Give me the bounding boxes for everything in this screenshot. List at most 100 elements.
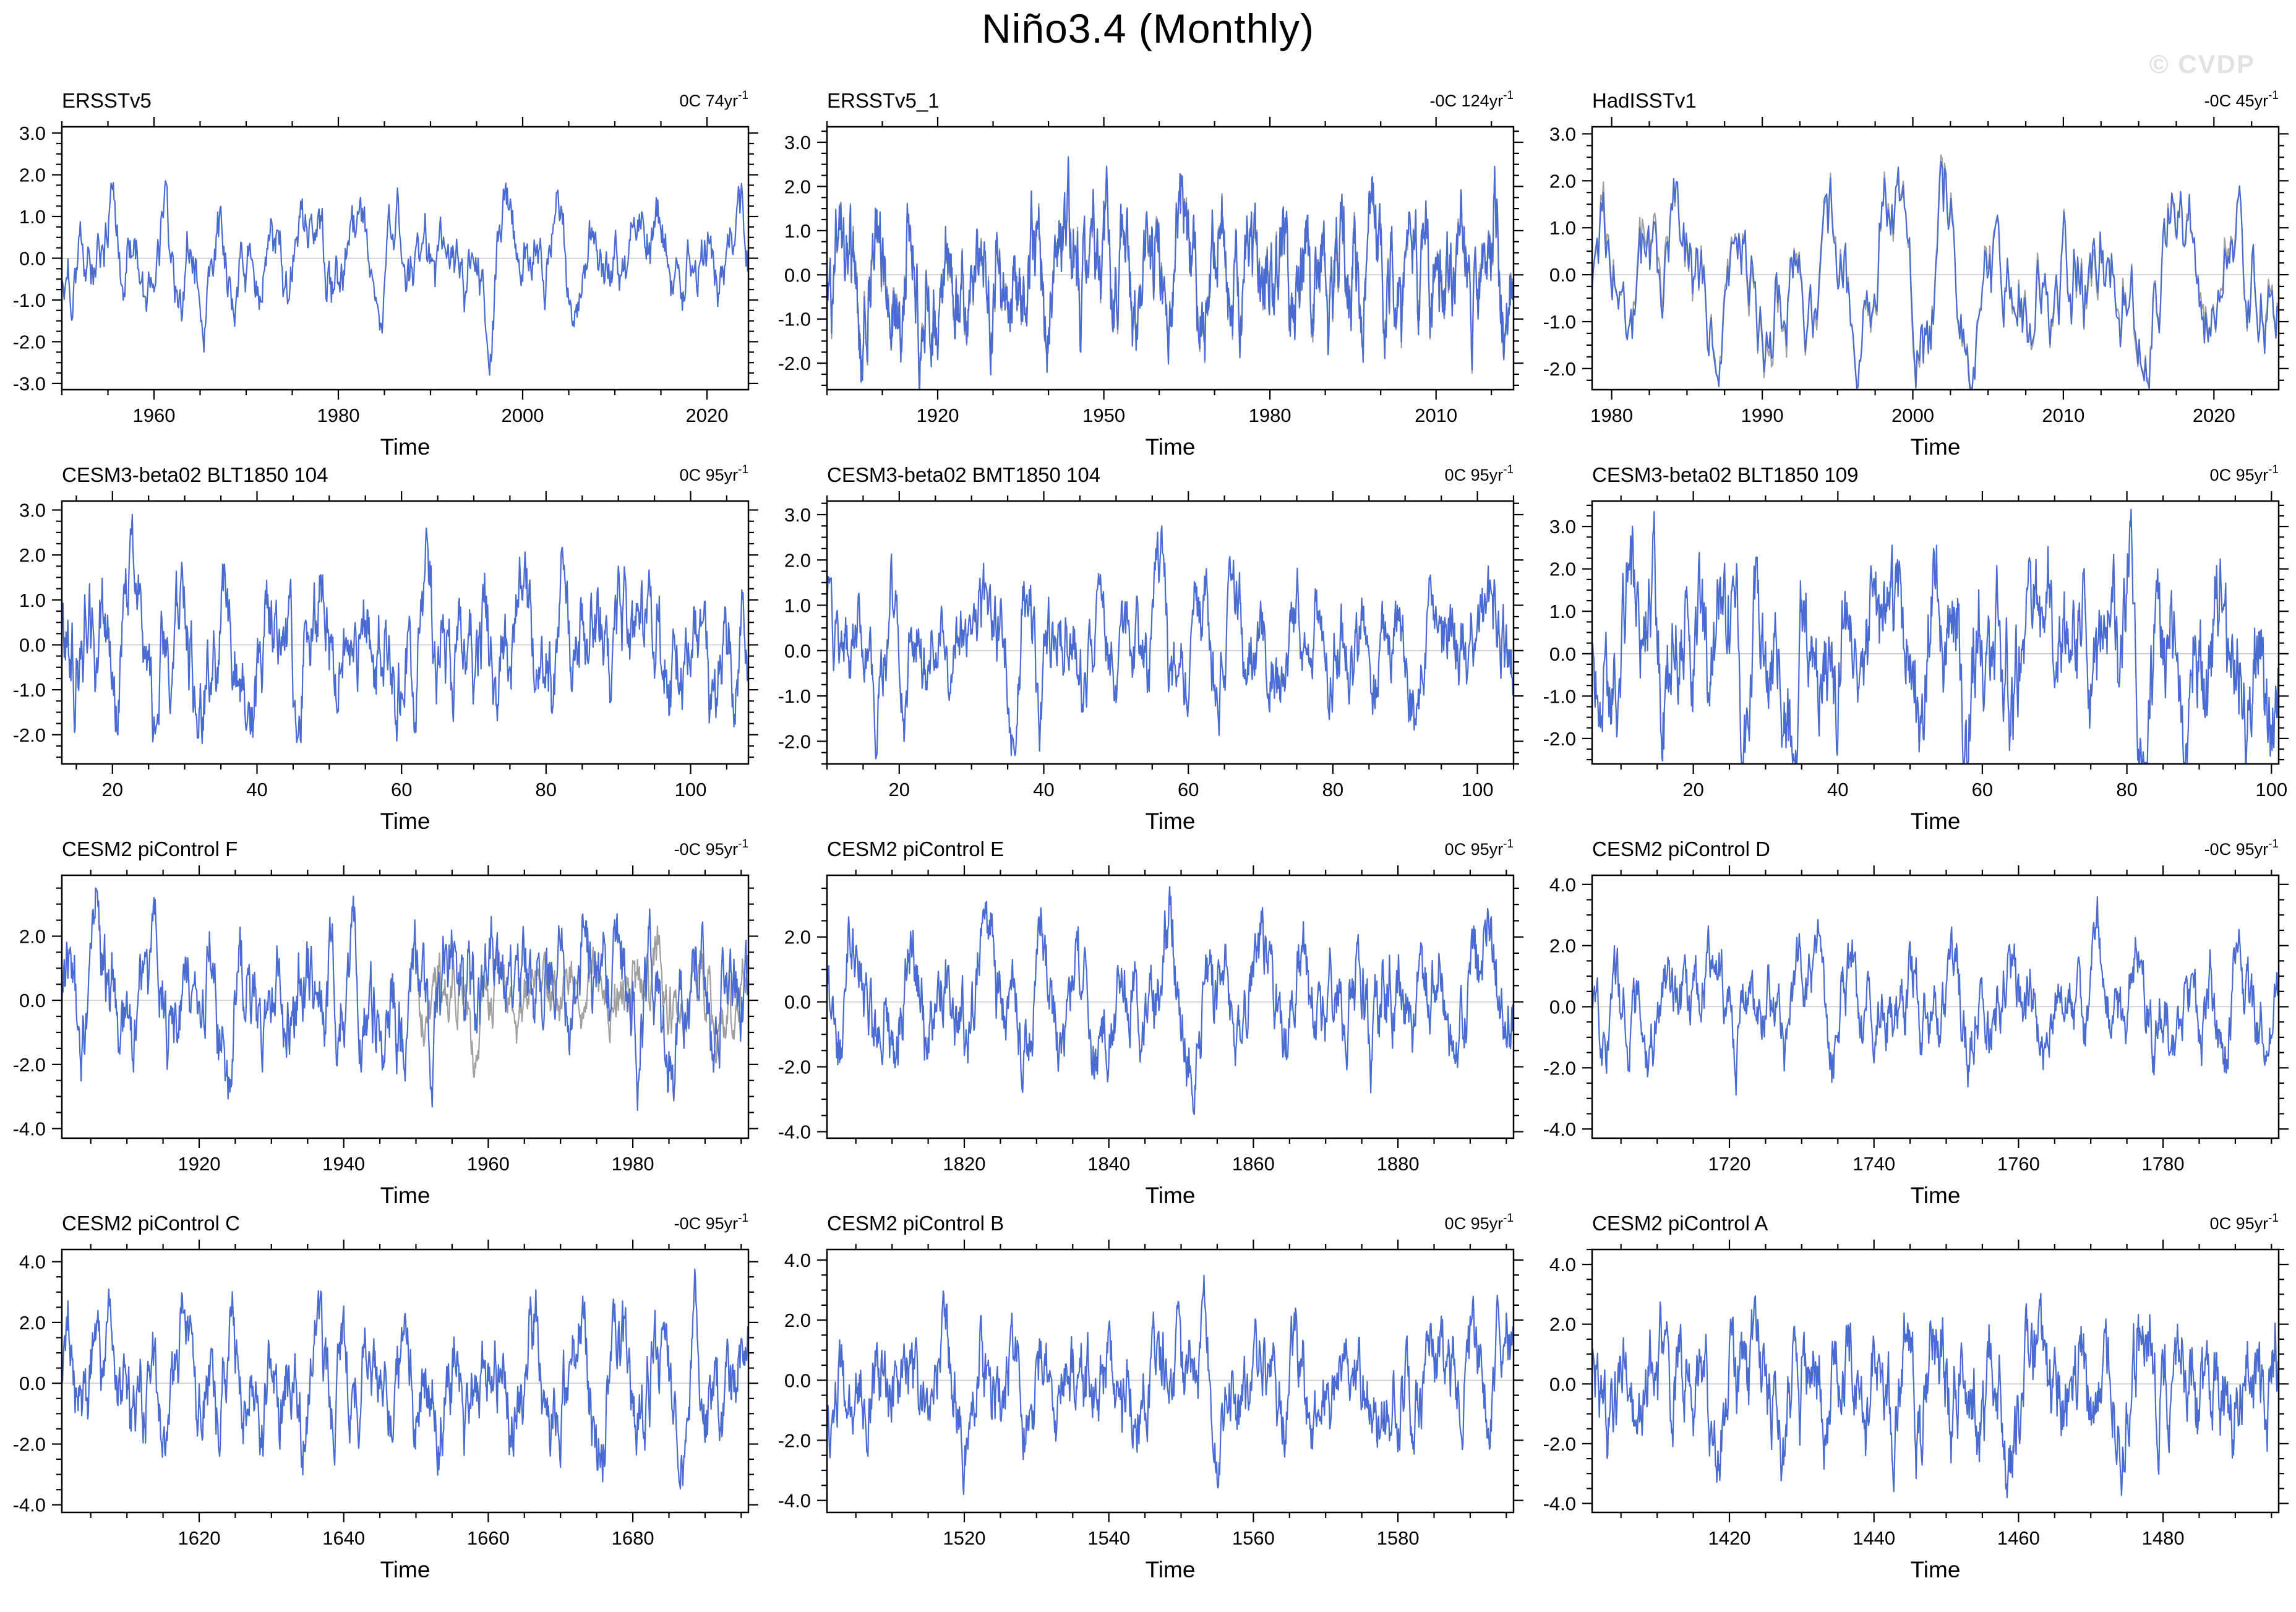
subplot-canvas-hadisstv1: HadISSTv1 -0C 45yr-1 1980 1990 2000 2010 2020 -… xyxy=(1543,89,2289,460)
subplot-hadisstv1: HadISSTv1 -0C 45yr-1 1980 1990 2000 2010 2020 -… xyxy=(1530,80,2295,460)
y-tick-label: 2.0 xyxy=(19,926,46,948)
plot-frame xyxy=(1591,126,2280,391)
x-tick-label: 1940 xyxy=(322,1153,365,1175)
y-tick-label: -2.0 xyxy=(778,1430,811,1451)
x-tick-label: 40 xyxy=(1033,779,1054,800)
subplot-title: CESM3-beta02 BMT1850 104 xyxy=(827,463,1100,486)
x-tick-label: 1960 xyxy=(467,1153,510,1175)
y-tick-label: -1.0 xyxy=(1543,311,1576,333)
subplot-cesm3-beta02-bmt1850-104: CESM3-beta02 BMT1850 104 0C 95yr-1 20 40 60 8… xyxy=(765,455,1530,834)
y-tick-label: 2.0 xyxy=(784,1310,811,1331)
x-axis-title: Time xyxy=(1911,1183,1961,1203)
y-tick-label: 4.0 xyxy=(1549,1254,1576,1275)
y-tick-label: -2.0 xyxy=(778,1057,811,1078)
y-tick-label: 0.0 xyxy=(784,992,811,1013)
x-tick-label: 1560 xyxy=(1232,1527,1275,1549)
x-tick-label: 1920 xyxy=(178,1153,221,1175)
subplot-cesm2-picontrol-d: CESM2 piControl D -0C 95yr-1 1720 1740 1760 1… xyxy=(1530,829,2295,1208)
y-tick-label: -2.0 xyxy=(13,1054,46,1076)
x-tick-label: 1520 xyxy=(943,1527,986,1549)
x-tick-label: 40 xyxy=(246,779,267,800)
x-tick-label: 1960 xyxy=(133,405,176,426)
x-tick-label: 80 xyxy=(2116,779,2137,800)
subplot-canvas-cesm2-picontrol-b: CESM2 piControl B 0C 95yr-1 1520 1540 1560 15… xyxy=(778,1212,1523,1582)
series-line-primary xyxy=(1591,896,2279,1096)
y-tick-label: -4.0 xyxy=(1543,1118,1576,1140)
y-tick-label: 4.0 xyxy=(19,1251,46,1273)
subplot-title: CESM2 piControl D xyxy=(1592,838,1770,860)
y-tick-label: 2.0 xyxy=(19,544,46,566)
y-tick-label: -4.0 xyxy=(778,1121,811,1143)
x-tick-label: 80 xyxy=(1322,779,1343,800)
y-tick-label: 2.0 xyxy=(19,1312,46,1334)
x-axis-title: Time xyxy=(1911,1557,1961,1577)
x-tick-label: 1420 xyxy=(1708,1527,1751,1549)
y-tick-label: 2.0 xyxy=(19,165,46,186)
x-tick-label: 60 xyxy=(391,779,412,800)
trend-annotation: 0C 95yr-1 xyxy=(680,463,748,484)
series-line-primary xyxy=(826,157,1514,389)
y-tick-label: -1.0 xyxy=(778,685,811,707)
series-line-primary xyxy=(826,886,1514,1115)
y-tick-label: 2.0 xyxy=(784,927,811,948)
y-tick-label: -1.0 xyxy=(13,679,46,701)
y-tick-label: 3.0 xyxy=(784,132,811,153)
y-tick-label: 4.0 xyxy=(1549,874,1576,896)
series-line-primary xyxy=(1591,508,2279,763)
x-axis-title: Time xyxy=(380,1183,430,1203)
x-tick-label: 1680 xyxy=(612,1527,654,1549)
y-tick-label: -2.0 xyxy=(13,1434,46,1456)
y-tick-label: -2.0 xyxy=(1543,358,1576,380)
y-tick-label: 2.0 xyxy=(1549,559,1576,580)
plot-frame xyxy=(61,874,750,1139)
y-tick-label: 2.0 xyxy=(784,549,811,571)
plot-frame xyxy=(826,874,1515,1139)
y-tick-label: -3.0 xyxy=(13,373,46,395)
plot-frame xyxy=(61,500,750,765)
series-line-primary xyxy=(1591,160,2278,389)
x-tick-label: 1820 xyxy=(943,1153,986,1175)
x-tick-label: 1980 xyxy=(1590,405,1633,426)
subplot-ersstv5-1: ERSSTv5_1 -0C 124yr-1 1920 1950 1980 2010 -2.0… xyxy=(765,80,1530,460)
y-tick-label: 3.0 xyxy=(1549,516,1576,538)
x-tick-label: 1990 xyxy=(1741,405,1784,426)
y-tick-label: 3.0 xyxy=(19,500,46,521)
subplot-canvas-ersstv5: ERSSTv5 0C 74yr-1 1960 1980 2000 2020 -3.0 -2.0… xyxy=(13,89,758,460)
x-tick-label: 1980 xyxy=(1249,405,1292,426)
y-tick-label: -4.0 xyxy=(1543,1493,1576,1515)
y-tick-label: 1.0 xyxy=(19,589,46,611)
y-tick-label: 0.0 xyxy=(1549,643,1576,665)
y-tick-label: -1.0 xyxy=(13,289,46,311)
x-axis-title: Time xyxy=(380,1557,430,1577)
x-tick-label: 2010 xyxy=(1415,405,1457,426)
plot-frame xyxy=(826,500,1515,765)
subplot-canvas-cesm2-picontrol-f: CESM2 piControl F -0C 95yr-1 1920 1940 1960 1… xyxy=(13,838,758,1208)
y-tick-label: 3.0 xyxy=(1549,123,1576,145)
series-line-primary xyxy=(61,180,748,376)
subplot-cesm2-picontrol-b: CESM2 piControl B 0C 95yr-1 1520 1540 1560 15… xyxy=(765,1203,1530,1582)
y-tick-label: -2.0 xyxy=(1543,1057,1576,1079)
x-tick-label: 1760 xyxy=(1997,1153,2040,1175)
y-tick-label: -2.0 xyxy=(778,731,811,752)
y-tick-label: -2.0 xyxy=(778,353,811,374)
subplot-title: ERSSTv5 xyxy=(62,89,152,112)
series-line-primary xyxy=(826,525,1514,760)
trend-annotation: 0C 95yr-1 xyxy=(1445,463,1514,484)
subplot-canvas-cesm2-picontrol-d: CESM2 piControl D -0C 95yr-1 1720 1740 1760 1… xyxy=(1543,838,2289,1208)
subplot-canvas-cesm3-beta02-blt1850-104: CESM3-beta02 BLT1850 104 0C 95yr-1 20 40 60 8… xyxy=(13,463,758,834)
y-tick-label: -4.0 xyxy=(13,1494,46,1516)
y-tick-label: 3.0 xyxy=(784,504,811,526)
x-tick-label: 1860 xyxy=(1232,1153,1275,1175)
y-tick-label: -1.0 xyxy=(778,309,811,330)
x-tick-label: 1580 xyxy=(1377,1527,1420,1549)
x-tick-label: 60 xyxy=(1178,779,1199,800)
x-tick-label: 1880 xyxy=(1377,1153,1420,1175)
y-tick-label: -4.0 xyxy=(13,1118,46,1140)
trend-annotation: -0C 95yr-1 xyxy=(674,1212,748,1233)
x-axis-title: Time xyxy=(380,434,430,455)
trend-annotation: -0C 95yr-1 xyxy=(674,838,748,859)
y-tick-label: 1.0 xyxy=(784,220,811,242)
subplot-cesm2-picontrol-e: CESM2 piControl E 0C 95yr-1 1820 1840 1860 18… xyxy=(765,829,1530,1208)
plot-frame xyxy=(1591,1248,2280,1514)
y-tick-label: 1.0 xyxy=(784,595,811,617)
